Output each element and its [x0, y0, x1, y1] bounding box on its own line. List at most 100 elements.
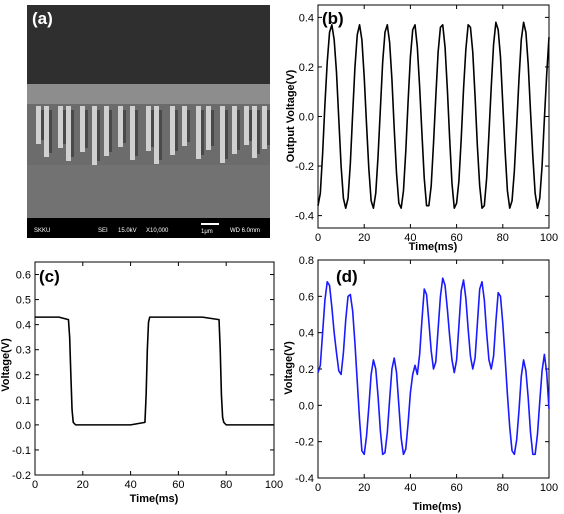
x-tick-label: 0	[315, 482, 321, 494]
sem-nanorod	[66, 106, 71, 161]
panel-d-plot: 0 20 40 60 80 100 -0.4 -0.2 0.0 0.2 0.4 0.6 0.8	[295, 255, 558, 494]
y-tick-label: 0.3	[16, 345, 31, 357]
x-tick-label: 80	[220, 479, 232, 491]
series-line	[317, 277, 550, 456]
sem-nanorod-shadow	[187, 110, 190, 142]
y-tick-label: 0.2	[299, 62, 314, 74]
sem-nanorod-shadow	[151, 110, 154, 147]
panel-b-ylabel: Output Voltage(V)	[285, 69, 297, 162]
y-tick-label: 0.5	[16, 295, 31, 307]
sem-nanorod-shadow	[123, 110, 126, 143]
y-tick-label: 0.0	[299, 112, 314, 124]
x-tick-label: 60	[450, 232, 462, 244]
panel-b-xlabel: Time(ms)	[409, 241, 458, 253]
y-tick-label: 0.6	[16, 270, 31, 282]
y-tick-label: 0.6	[299, 291, 314, 303]
y-tick-label: 0.1	[16, 395, 31, 407]
sem-micrograph: SKKU SEI 15.0kV X10,000 1μm WD 6.0mm (a)	[27, 5, 270, 238]
x-tick-label: 40	[404, 232, 416, 244]
sem-nanorod	[182, 106, 187, 146]
series-line	[317, 21, 550, 209]
sem-info-label: 1μm	[201, 229, 213, 235]
panel-c-xlabel: Time(ms)	[130, 493, 179, 505]
panel-b-plot: 0 20 40 60 80 100 -0.4 -0.2 0.0 0.2 0.4	[295, 4, 558, 244]
sem-nanorod-shadow	[159, 110, 162, 160]
y-tick-label: 0.8	[299, 255, 314, 267]
sem-nanorod	[44, 106, 49, 157]
sem-nanorod	[170, 106, 175, 155]
panel-a-letter: (a)	[32, 9, 53, 28]
panel-c-plot: 0 20 40 60 80 100 -0.2 -0.1 0.0 0.1 0.2 0.3 0.4 0.5 0.…	[12, 261, 283, 491]
y-tick-label: 0.4	[299, 12, 314, 24]
sem-nanorod-shadow	[49, 110, 52, 153]
sem-info-label: SKKU	[34, 228, 50, 234]
y-tick-label: 0.2	[299, 364, 314, 376]
sem-nanorod-shadow	[201, 110, 204, 155]
y-tick-label: -0.2	[12, 470, 31, 482]
x-tick-label: 20	[358, 232, 370, 244]
x-tick-label: 40	[404, 482, 416, 494]
sem-film-top-surface	[27, 84, 270, 106]
sem-nanorod-shadow	[63, 110, 66, 144]
sem-nanorod	[232, 106, 237, 154]
x-tick-label: 100	[540, 482, 558, 494]
y-tick-label: -0.2	[295, 161, 314, 173]
sem-nanorod	[118, 106, 123, 147]
panel-d-xlabel: Time(ms)	[413, 501, 462, 513]
sem-nanorod	[262, 106, 267, 149]
sem-info-label: WD 6.0mm	[230, 228, 260, 234]
sem-nanorod-shadow	[225, 110, 228, 159]
sem-info-label: X10,000	[146, 228, 169, 234]
sem-nanorod	[130, 106, 135, 160]
sem-nanorod	[196, 106, 201, 159]
x-tick-label: 40	[124, 479, 136, 491]
sem-info-label: 15.0kV	[118, 228, 137, 234]
x-tick-label: 80	[497, 482, 509, 494]
panel-d-ylabel: Voltage(V)	[283, 341, 295, 395]
panel-c-letter: (c)	[39, 267, 60, 286]
x-tick-label: 0	[32, 479, 38, 491]
x-tick-label: 80	[497, 232, 509, 244]
panel-c-ylabel: Voltage(V)	[0, 338, 12, 392]
y-tick-label: 0.2	[16, 370, 31, 382]
sem-info-text: SKKU SEI 15.0kV X10,000 1μm WD 6.0mm	[34, 228, 260, 235]
sem-nanorod-shadow	[249, 110, 252, 141]
sem-substrate	[27, 165, 270, 218]
sem-nanorod	[220, 106, 225, 163]
sem-nanorod	[154, 106, 159, 164]
x-tick-label: 0	[315, 232, 321, 244]
sem-nanorod-shadow	[109, 110, 112, 152]
sem-nanorod	[58, 106, 63, 148]
x-tick-label: 60	[172, 479, 184, 491]
sem-nanorod	[244, 106, 249, 145]
panel-b-chart: 0 20 40 60 80 100 -0.4 -0.2 0.0 0.2 0.4 (b) Time(m…	[285, 4, 558, 253]
sem-nanorod-shadow	[85, 110, 88, 148]
sem-nanorod-shadow	[211, 110, 214, 146]
sem-nanorod-shadow	[175, 110, 178, 151]
x-tick-label: 100	[540, 232, 558, 244]
y-tick-label: -0.2	[295, 437, 314, 449]
plot-frame	[34, 261, 275, 476]
panel-b-letter: (b)	[322, 9, 344, 28]
sem-nanorod-shadow	[257, 110, 260, 154]
y-tick-label: 0.4	[299, 328, 314, 340]
sem-info-label: SEI	[98, 228, 108, 234]
sem-nanorod	[104, 106, 109, 156]
sem-nanorod-shadow	[135, 110, 138, 156]
series-line	[35, 316, 274, 426]
x-tick-label: 20	[77, 479, 89, 491]
y-tick-label: 0.0	[16, 420, 31, 432]
y-tick-label: 0.0	[299, 400, 314, 412]
x-tick-label: 20	[358, 482, 370, 494]
x-tick-label: 60	[450, 482, 462, 494]
sem-nanorod	[36, 106, 41, 144]
y-tick-label: -0.4	[295, 473, 314, 485]
panel-c-chart: 0 20 40 60 80 100 -0.2 -0.1 0.0 0.1 0.2 0.3 0.4 0.5 0.…	[0, 261, 283, 505]
y-tick-label: 0.4	[16, 320, 31, 332]
sem-scale-bar	[201, 223, 219, 225]
sem-nanorods	[36, 106, 270, 165]
sem-nanorod	[252, 106, 257, 158]
sem-nanorod	[146, 106, 151, 151]
y-tick-label: -0.4	[295, 211, 314, 223]
